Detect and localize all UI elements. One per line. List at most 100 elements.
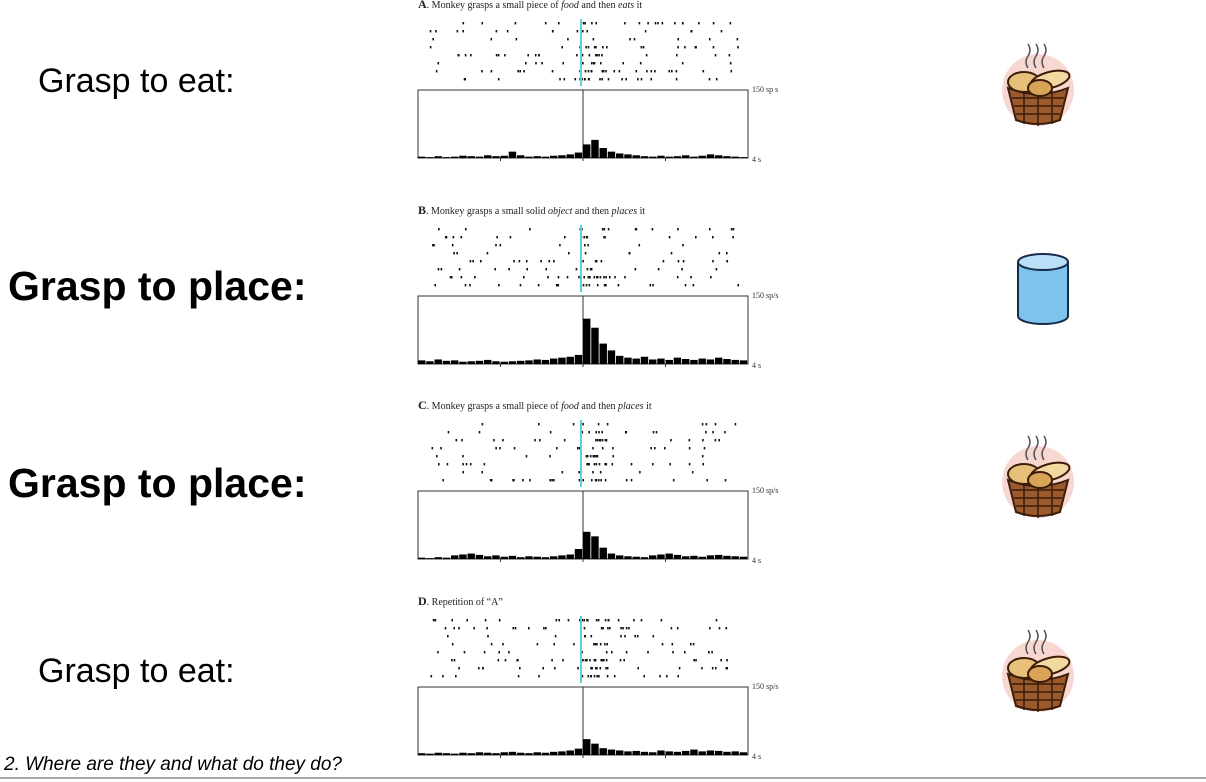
title-part: food	[561, 401, 580, 412]
spike	[590, 635, 593, 638]
spike	[442, 479, 444, 482]
spike	[606, 643, 608, 646]
spike	[582, 62, 584, 65]
spike	[705, 431, 707, 434]
spike	[585, 455, 588, 458]
histogram-bar	[434, 156, 442, 158]
spike	[595, 479, 598, 482]
spike	[625, 431, 627, 434]
spike	[464, 54, 467, 57]
spike	[504, 659, 507, 662]
spike	[649, 284, 652, 287]
scale-label: 4 s	[752, 752, 761, 761]
spike	[458, 667, 460, 670]
spike	[586, 30, 588, 33]
spike	[672, 651, 674, 654]
spike	[612, 447, 614, 450]
spike	[712, 22, 715, 25]
spike	[640, 78, 643, 81]
histogram-bar	[624, 357, 632, 364]
histogram-bar	[739, 360, 748, 364]
spike	[712, 46, 715, 49]
spike	[647, 22, 649, 25]
histogram-bar	[706, 555, 715, 559]
spike	[590, 675, 592, 678]
spike	[600, 479, 602, 482]
spike	[640, 46, 643, 49]
spike	[720, 30, 723, 33]
histogram-bar	[574, 354, 583, 364]
raster	[431, 423, 737, 482]
spike	[603, 284, 606, 287]
spike	[607, 627, 609, 630]
histogram-bar	[525, 753, 533, 755]
spike	[588, 284, 591, 287]
spike	[595, 260, 598, 263]
spike	[556, 447, 558, 450]
spike	[453, 627, 455, 630]
histogram-bar	[690, 156, 698, 158]
spike	[563, 78, 566, 81]
spike	[712, 236, 714, 239]
spike	[551, 659, 553, 662]
spike	[726, 667, 728, 670]
histogram-bar	[566, 154, 574, 158]
spike	[523, 276, 525, 279]
spike	[681, 22, 684, 25]
spike	[595, 431, 597, 434]
spike	[671, 70, 673, 73]
histogram-bar	[682, 155, 690, 158]
spike	[588, 463, 590, 466]
spike	[628, 627, 630, 630]
spike	[464, 284, 467, 287]
spike	[702, 439, 704, 442]
bread-icon	[1001, 435, 1075, 519]
histogram-bar	[492, 156, 500, 158]
spike	[592, 62, 595, 65]
histogram-bar	[451, 156, 459, 158]
spike	[693, 659, 695, 662]
spike	[541, 62, 543, 65]
histogram-bar	[426, 558, 434, 559]
spike	[584, 244, 586, 247]
spike	[676, 627, 679, 630]
histogram-bar	[451, 753, 459, 755]
spike	[536, 643, 539, 646]
spike	[567, 38, 569, 41]
spike	[730, 70, 733, 73]
spike	[490, 38, 493, 41]
spike	[451, 619, 453, 622]
spike	[579, 619, 581, 622]
spike	[682, 244, 684, 247]
spike	[445, 236, 448, 239]
spike	[586, 619, 588, 622]
spike	[605, 439, 608, 442]
cup-icon	[1017, 253, 1069, 325]
spike	[605, 276, 607, 279]
spike	[606, 46, 608, 49]
spike	[429, 30, 432, 33]
spike	[596, 675, 598, 678]
spike	[437, 651, 439, 654]
spike	[582, 260, 584, 263]
spike	[592, 447, 594, 450]
spike	[519, 70, 521, 73]
panel-letter: A	[418, 0, 427, 11]
panel-title: D. Repetition of “A”	[418, 594, 503, 608]
spike	[502, 439, 504, 442]
spike	[559, 78, 561, 81]
spike	[563, 439, 566, 442]
spike	[435, 70, 438, 73]
spike	[599, 471, 602, 474]
histogram-bar	[451, 555, 459, 559]
spike	[670, 252, 673, 255]
spike	[638, 22, 641, 25]
spike	[499, 244, 502, 247]
spike	[589, 659, 591, 662]
spike	[436, 455, 438, 458]
spike	[609, 276, 611, 279]
spike	[601, 54, 603, 57]
panel-label: Grasp to place:	[8, 460, 306, 506]
histogram-bar	[739, 556, 748, 559]
